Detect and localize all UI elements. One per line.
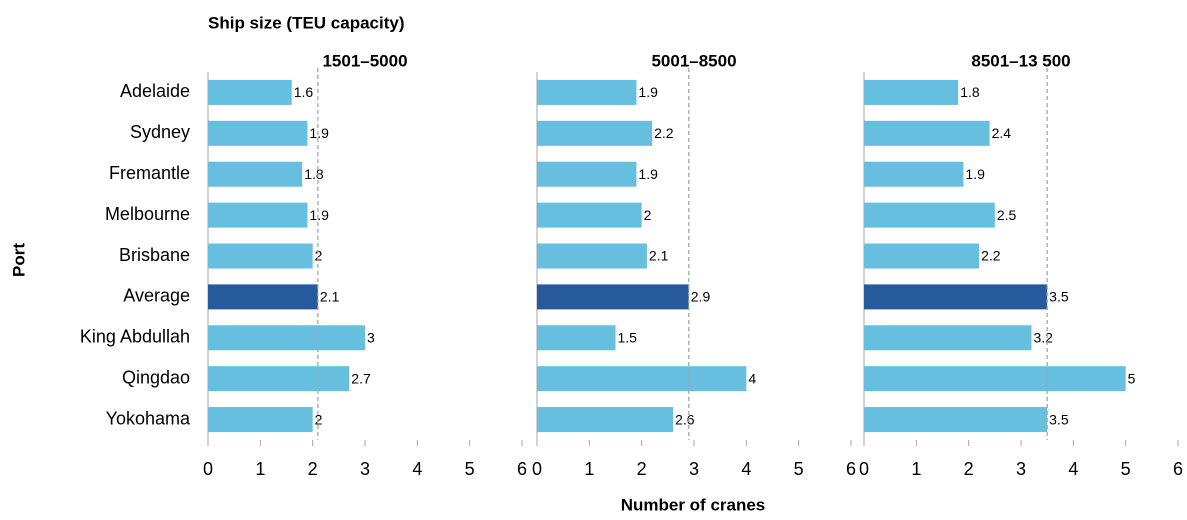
bar bbox=[864, 120, 990, 146]
value-label: 2.9 bbox=[691, 289, 711, 305]
x-tick-label: 2 bbox=[637, 459, 647, 479]
bar bbox=[208, 202, 308, 228]
panel-title: 8501–13 500 bbox=[971, 51, 1070, 70]
x-tick-label: 2 bbox=[964, 459, 974, 479]
y-tick-label: Fremantle bbox=[109, 163, 190, 183]
y-axis-title: Port bbox=[9, 243, 28, 277]
bar bbox=[208, 325, 365, 351]
value-label: 2.2 bbox=[981, 248, 1001, 264]
bar bbox=[208, 120, 308, 146]
bar bbox=[208, 79, 292, 105]
x-tick-label: 6 bbox=[517, 459, 527, 479]
bar bbox=[864, 407, 1048, 433]
y-tick-label: Sydney bbox=[130, 122, 190, 142]
value-label: 2 bbox=[644, 207, 652, 223]
value-label: 3.2 bbox=[1033, 329, 1053, 345]
chart-title: Ship size (TEU capacity) bbox=[208, 13, 405, 32]
y-tick-label: Yokohama bbox=[106, 408, 191, 428]
value-label: 1.9 bbox=[309, 207, 329, 223]
bar bbox=[537, 161, 637, 187]
value-label: 2.2 bbox=[654, 125, 674, 141]
x-tick-label: 2 bbox=[308, 459, 318, 479]
x-tick-label: 5 bbox=[1121, 459, 1131, 479]
value-label: 1.8 bbox=[960, 84, 980, 100]
x-axis-title: Number of cranes bbox=[621, 495, 766, 514]
value-label: 1.8 bbox=[304, 166, 324, 182]
x-tick-label: 3 bbox=[360, 459, 370, 479]
value-label: 2 bbox=[315, 411, 323, 427]
value-label: 1.5 bbox=[618, 329, 638, 345]
bar bbox=[537, 120, 653, 146]
bar bbox=[537, 243, 647, 269]
value-label: 1.9 bbox=[965, 166, 985, 182]
x-tick-label: 4 bbox=[741, 459, 751, 479]
bar bbox=[208, 243, 313, 269]
bar bbox=[208, 284, 318, 310]
bar bbox=[537, 407, 674, 433]
bar bbox=[537, 325, 616, 351]
value-label: 3 bbox=[367, 329, 375, 345]
value-label: 2 bbox=[315, 248, 323, 264]
value-label: 2.1 bbox=[649, 248, 669, 264]
y-tick-label: Melbourne bbox=[105, 204, 190, 224]
bar bbox=[208, 161, 303, 187]
x-tick-label: 0 bbox=[532, 459, 542, 479]
x-tick-label: 1 bbox=[911, 459, 921, 479]
value-label: 2.4 bbox=[992, 125, 1012, 141]
x-tick-label: 1 bbox=[255, 459, 265, 479]
panel-title: 1501–5000 bbox=[322, 51, 407, 70]
bar bbox=[208, 366, 350, 392]
x-tick-label: 0 bbox=[859, 459, 869, 479]
bar bbox=[864, 79, 959, 105]
bar bbox=[864, 161, 964, 187]
value-label: 1.9 bbox=[638, 84, 658, 100]
x-tick-label: 5 bbox=[465, 459, 475, 479]
x-tick-label: 1 bbox=[584, 459, 594, 479]
y-tick-label: Qingdao bbox=[122, 367, 190, 387]
x-tick-label: 3 bbox=[689, 459, 699, 479]
x-tick-label: 3 bbox=[1016, 459, 1026, 479]
bar bbox=[864, 202, 995, 228]
value-label: 1.9 bbox=[638, 166, 658, 182]
panel-title: 5001–8500 bbox=[651, 51, 736, 70]
x-tick-label: 4 bbox=[1068, 459, 1078, 479]
x-tick-label: 6 bbox=[846, 459, 856, 479]
x-tick-label: 4 bbox=[412, 459, 422, 479]
value-label: 2.6 bbox=[675, 411, 695, 427]
value-label: 3.5 bbox=[1049, 411, 1069, 427]
value-label: 3.5 bbox=[1049, 289, 1069, 305]
x-tick-label: 5 bbox=[794, 459, 804, 479]
y-tick-label: King Abdullah bbox=[80, 327, 190, 347]
y-tick-label: Brisbane bbox=[119, 245, 190, 265]
bar bbox=[864, 243, 980, 269]
bar bbox=[537, 366, 747, 392]
y-tick-label: Average bbox=[123, 286, 190, 306]
x-tick-label: 0 bbox=[203, 459, 213, 479]
value-label: 1.6 bbox=[294, 84, 314, 100]
value-label: 4 bbox=[748, 370, 756, 386]
value-label: 1.9 bbox=[309, 125, 329, 141]
bar bbox=[864, 325, 1032, 351]
bar bbox=[537, 284, 689, 310]
bar bbox=[537, 202, 642, 228]
bar bbox=[864, 284, 1048, 310]
value-label: 2.7 bbox=[351, 370, 371, 386]
x-tick-label: 6 bbox=[1173, 459, 1183, 479]
y-tick-label: Adelaide bbox=[120, 81, 190, 101]
bar bbox=[537, 79, 637, 105]
value-label: 5 bbox=[1128, 370, 1136, 386]
value-label: 2.1 bbox=[320, 289, 340, 305]
value-label: 2.5 bbox=[997, 207, 1017, 223]
bar bbox=[208, 407, 313, 433]
bar bbox=[864, 366, 1126, 392]
